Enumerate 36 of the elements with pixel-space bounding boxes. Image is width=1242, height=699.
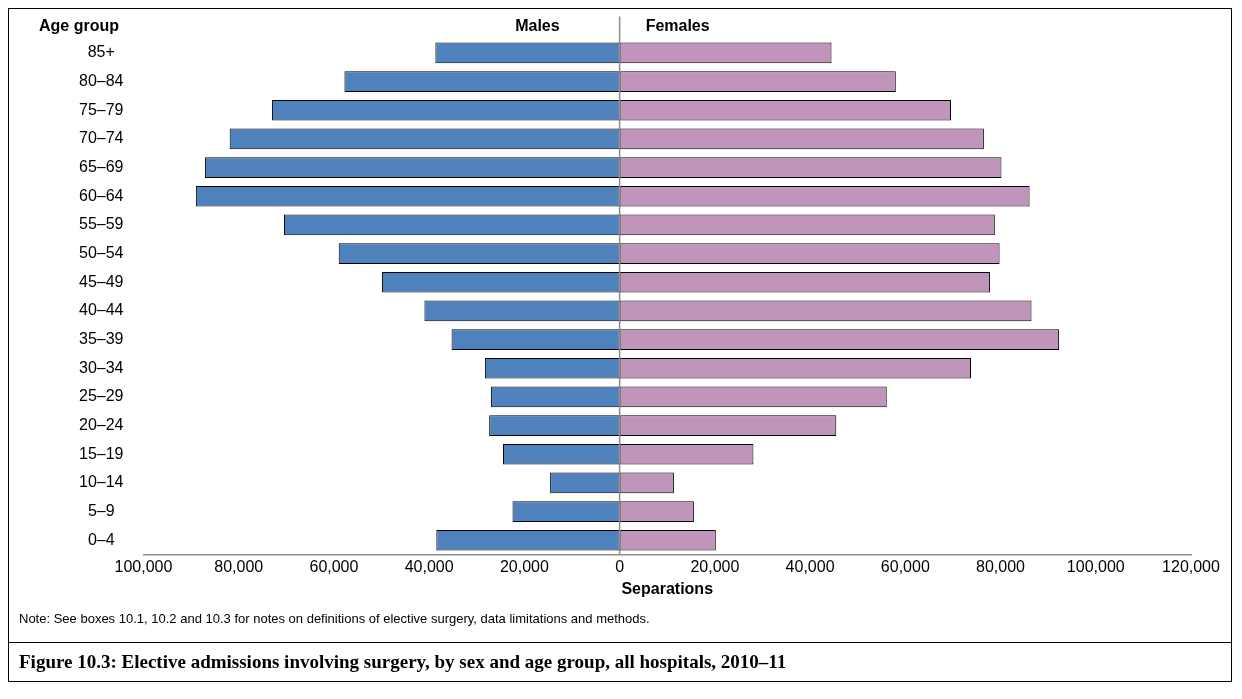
y-tick-label: 10–14 [79,473,124,491]
y-tick-label: 0–4 [87,530,115,548]
x-tick-label: 20,000 [690,557,740,575]
y-tick-label: 15–19 [79,444,124,462]
y-tick-label: 80–84 [79,72,124,90]
x-tick-label: 120,000 [1162,557,1221,575]
y-tick-label: 30–34 [79,358,124,376]
y-tick-label: 20–24 [79,416,124,434]
x-tick-label: 80,000 [976,557,1026,575]
x-tick-label: 100,000 [1066,557,1125,575]
series-label: Females [645,17,710,35]
text: Note: See boxes 10.1, 10.2 and 10.3 for notes on definitions of elective surgery, data limitations and methods. [18,610,651,628]
x-tick-label: 60,000 [880,557,930,575]
y-tick-label: 55–59 [79,215,124,233]
y-tick-label: 45–49 [79,272,124,290]
x-tick-label: 100,000 [114,557,173,575]
y-axis-title: Age group [39,17,120,35]
y-tick-label: 50–54 [79,244,124,262]
y-tick-label: 85+ [87,43,115,61]
x-tick-label: 0 [615,557,625,575]
text: Figure 10.3: Elective admissions involving surgery, by sex and age group, all hospitals, 2010–11 [9,642,1231,681]
y-tick-label: 60–64 [79,186,124,204]
x-axis-title: Separations [621,579,714,597]
x-tick-label: 20,000 [499,557,549,575]
y-tick-label: 25–29 [79,387,124,405]
x-tick-label: 60,000 [309,557,359,575]
y-tick-label: 70–74 [79,129,124,147]
x-tick-label: 40,000 [404,557,454,575]
series-label: Males [515,17,560,35]
y-tick-label: 75–79 [79,100,124,118]
y-tick-label: 5–9 [87,502,115,520]
y-tick-label: 40–44 [79,301,124,319]
y-tick-label: 35–39 [79,330,124,348]
x-tick-label: 40,000 [785,557,835,575]
x-tick-label: 80,000 [214,557,264,575]
y-tick-label: 65–69 [79,158,124,176]
